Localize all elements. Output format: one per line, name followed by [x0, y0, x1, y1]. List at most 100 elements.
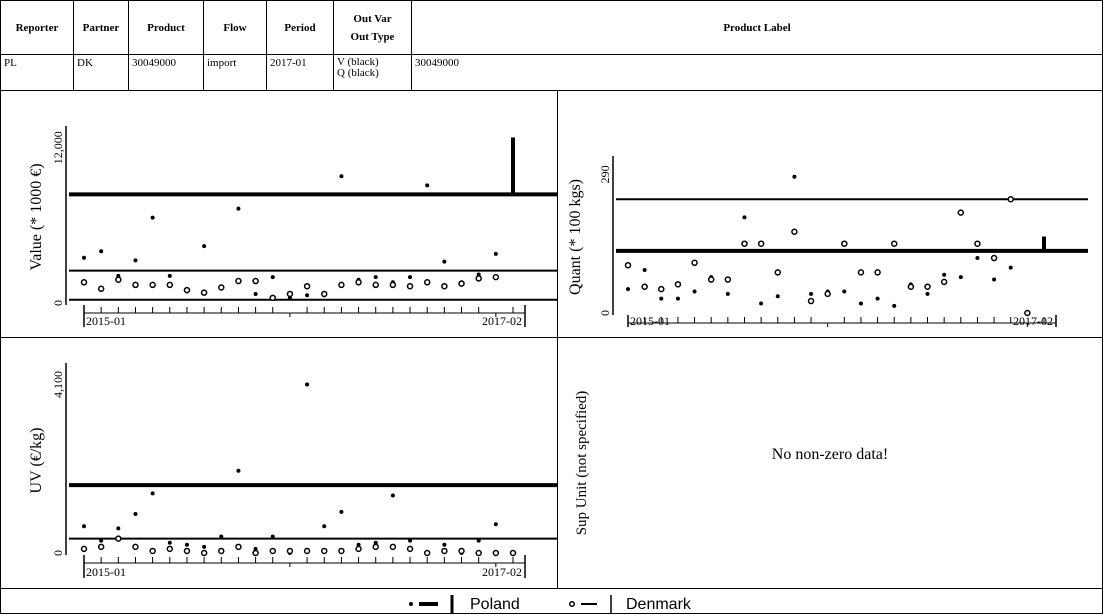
denmark-point	[320, 547, 328, 555]
denmark-point	[132, 281, 139, 289]
denmark-point	[269, 294, 277, 302]
poland-point	[133, 258, 138, 263]
x-tick-label: 2015-01	[630, 314, 670, 328]
x-tick-label: 2017-02	[482, 314, 522, 328]
poland-point	[99, 249, 104, 254]
denmark-point	[200, 549, 208, 557]
denmark-point	[890, 240, 898, 247]
poland-point	[253, 291, 258, 296]
y-tick-label: 0	[51, 550, 65, 556]
denmark-point	[691, 259, 698, 267]
poland-point	[792, 174, 797, 179]
cell-out-var: V (black)	[337, 56, 379, 68]
poland-point	[82, 255, 86, 260]
denmark-point	[458, 280, 465, 287]
denmark-point	[475, 549, 482, 557]
denmark-point	[807, 297, 815, 305]
cell-flow: import	[203, 54, 267, 91]
poland-point	[1008, 265, 1013, 270]
denmark-point	[235, 277, 242, 285]
poland-point	[875, 296, 880, 301]
col-reporter: Reporter	[0, 0, 74, 55]
poland-point	[442, 542, 447, 547]
poland-point	[339, 174, 344, 179]
poland-point	[675, 296, 680, 301]
denmark-point	[924, 283, 931, 290]
poland-point	[305, 293, 310, 298]
cell-product: 30049000	[128, 54, 204, 91]
denmark-point	[338, 281, 345, 289]
poland-point	[167, 540, 172, 545]
denmark-point	[774, 269, 782, 276]
denmark-point	[475, 275, 482, 282]
uv-chart: 0 4,100 UV (€/kg) 2015-01 2017-02	[28, 363, 557, 579]
poland-point	[116, 526, 121, 531]
x-tick-label: 2017-02	[482, 565, 522, 579]
poland-point	[202, 244, 207, 249]
denmark-point	[441, 547, 448, 555]
denmark-point	[757, 240, 765, 247]
y-axis-label: Quant (* 100 kgs)	[567, 179, 584, 295]
denmark-point	[269, 547, 277, 555]
denmark-point	[957, 209, 965, 216]
denmark-point	[303, 547, 311, 555]
y-tick-label: 12,000	[51, 131, 65, 164]
poland-point	[942, 272, 947, 277]
poland-point	[408, 538, 413, 543]
cell-out-type: Q (black)	[337, 67, 379, 79]
col-out-var: Out Var	[353, 12, 392, 25]
denmark-point	[372, 543, 379, 551]
cell-period: 2017-01	[266, 54, 334, 91]
denmark-point	[252, 277, 259, 285]
x-tick-label: 2015-01	[86, 565, 126, 579]
poland-point	[692, 289, 697, 294]
denmark-point	[200, 289, 208, 296]
poland-point	[82, 524, 86, 529]
sup-unit-panel: Sup Unit (not specified) No non-zero dat…	[557, 337, 1103, 589]
denmark-point	[406, 545, 414, 553]
denmark-point	[183, 286, 191, 294]
poland-point	[775, 294, 780, 299]
denmark-point	[857, 269, 865, 276]
legend-poland-label: Poland	[470, 596, 520, 613]
poland-point	[642, 267, 647, 272]
poland-point	[167, 273, 172, 278]
denmark-point	[423, 549, 431, 557]
denmark-point	[355, 279, 362, 286]
legend-denmark-label: Denmark	[626, 596, 692, 613]
denmark-point	[389, 281, 397, 289]
quantity-chart: 0 290 Quant (* 100 kgs) 2015-01 2017-02	[567, 156, 1088, 328]
cell-reporter: PL	[0, 54, 74, 91]
poland-point	[992, 277, 997, 282]
denmark-point	[183, 547, 191, 555]
denmark-point	[80, 279, 88, 286]
denmark-point	[372, 281, 379, 289]
denmark-point	[741, 240, 748, 247]
poland-point	[725, 291, 730, 296]
sup-unit-label: Sup Unit (not specified)	[574, 391, 590, 536]
denmark-point	[458, 547, 465, 555]
denmark-point	[115, 276, 122, 283]
cell-outvar-outtype: V (black) Q (black)	[333, 54, 412, 91]
quantity-chart-panel: 0 290 Quant (* 100 kgs) 2015-01 2017-02	[557, 90, 1103, 338]
poland-point	[356, 542, 361, 547]
x-tick-label: 2015-01	[86, 314, 126, 328]
poland-point	[759, 301, 764, 306]
denmark-point	[149, 547, 156, 555]
cell-partner: DK	[73, 54, 129, 91]
poland-point	[219, 534, 224, 539]
poland-point	[150, 215, 155, 220]
denmark-point	[355, 545, 362, 553]
col-partner: Partner	[73, 0, 129, 55]
poland-point	[493, 251, 498, 256]
denmark-point	[874, 269, 881, 276]
denmark-point	[166, 545, 174, 553]
denmark-point	[338, 547, 345, 555]
col-product-label: Product Label	[411, 0, 1103, 55]
poland-point	[390, 493, 395, 498]
denmark-point	[286, 290, 294, 298]
denmark-point	[423, 279, 431, 286]
denmark-point	[624, 261, 632, 269]
poland-point	[476, 538, 481, 543]
legend-poland-dot	[409, 602, 413, 606]
